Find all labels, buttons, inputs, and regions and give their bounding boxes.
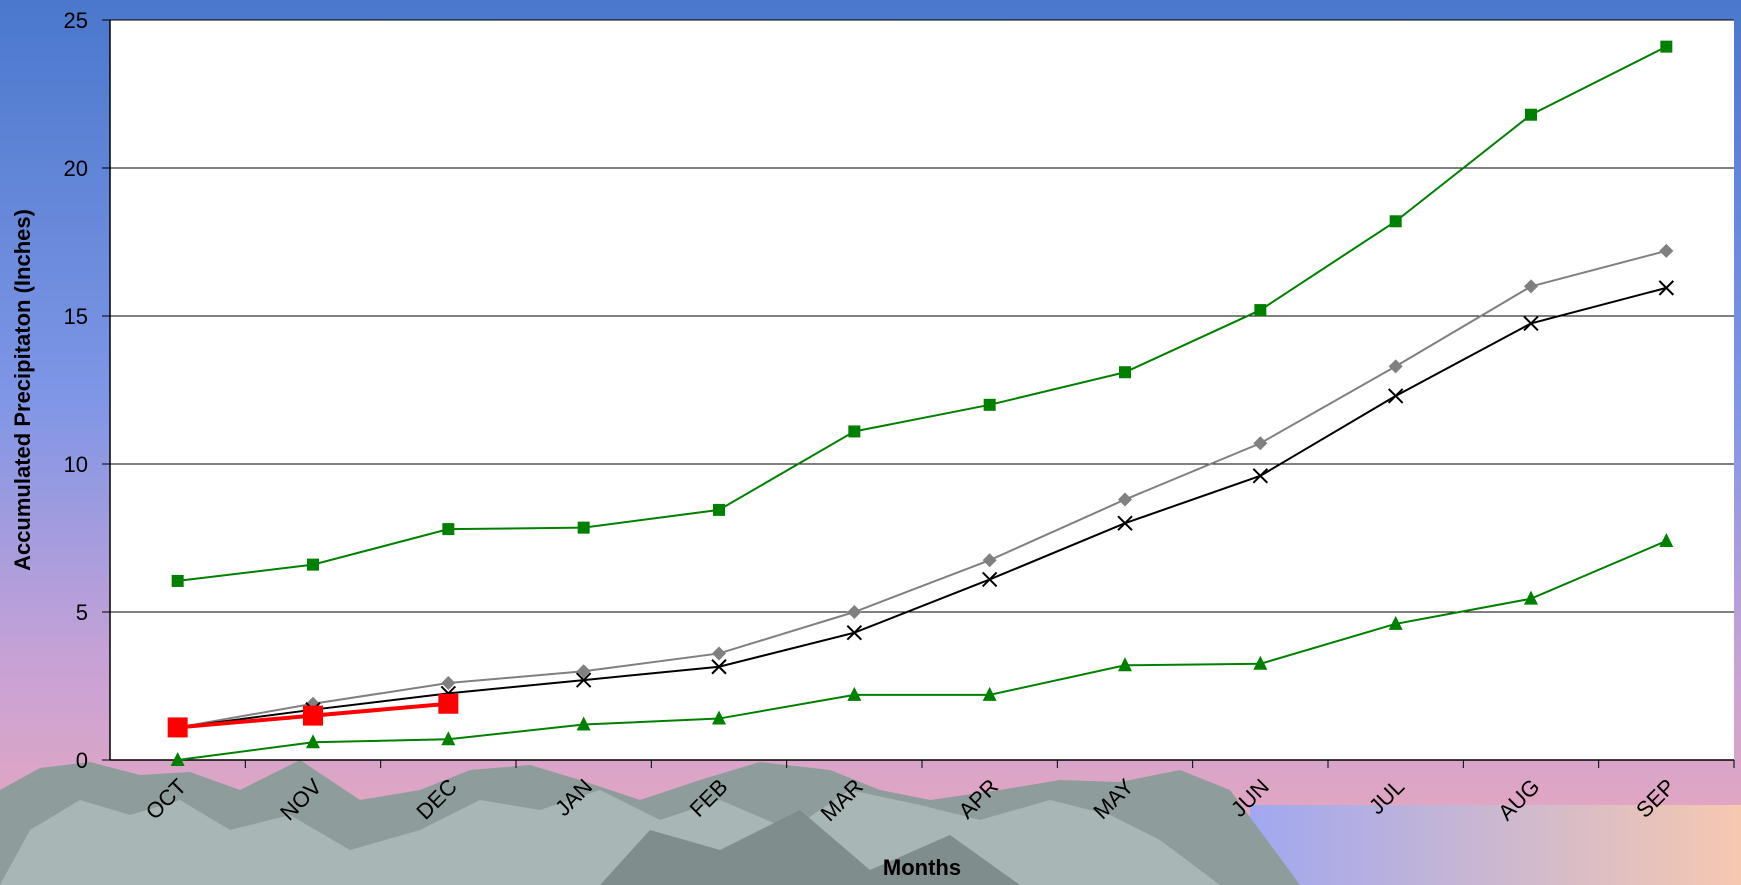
marker [577, 521, 590, 534]
marker [712, 710, 726, 725]
marker [307, 558, 319, 571]
marker [847, 686, 862, 701]
marker [576, 716, 591, 731]
marker [982, 553, 997, 568]
marker [846, 625, 863, 641]
marker [303, 705, 323, 726]
y-tick-label: 5 [76, 600, 88, 625]
marker [982, 686, 997, 701]
marker [576, 664, 591, 679]
x-axis-title: Months [883, 855, 961, 880]
marker [1254, 304, 1267, 317]
marker [712, 646, 726, 661]
series-line [177, 45, 1667, 582]
marker [713, 503, 725, 516]
marker [1523, 315, 1539, 332]
marker [1253, 655, 1268, 670]
y-tick-label: 0 [76, 748, 88, 773]
plot-area [110, 20, 1734, 760]
marker [1658, 280, 1675, 296]
marker [848, 425, 861, 438]
series-group [167, 40, 1675, 766]
marker [171, 574, 184, 587]
marker [1119, 366, 1131, 379]
marker [1524, 279, 1538, 294]
marker [1388, 359, 1403, 374]
marker [1118, 657, 1132, 672]
marker [847, 605, 862, 619]
y-tick-label: 20 [64, 156, 88, 181]
y-axis-title: Accumulated Precipitaton (Inches) [10, 209, 35, 571]
marker [442, 523, 455, 536]
marker [1659, 532, 1674, 547]
y-tick-label: 10 [64, 452, 88, 477]
marker [983, 398, 996, 411]
marker [438, 693, 459, 714]
mountains [0, 760, 1300, 885]
marker [1117, 515, 1133, 531]
marker [981, 571, 998, 588]
y-tick-label: 15 [64, 304, 88, 329]
marker [170, 752, 185, 766]
marker [1524, 590, 1538, 605]
marker [1252, 468, 1269, 484]
y-tick-label: 25 [64, 8, 88, 33]
marker [1388, 615, 1403, 630]
series-line [177, 249, 1667, 729]
marker [1387, 388, 1404, 404]
marker [1253, 436, 1268, 451]
series-line [177, 286, 1667, 729]
marker [441, 676, 456, 691]
marker [711, 659, 727, 675]
marker [1118, 492, 1132, 507]
marker [441, 731, 456, 746]
marker [1660, 40, 1673, 53]
marker [167, 717, 188, 738]
marker [575, 672, 592, 688]
marker [306, 734, 320, 749]
marker [1659, 243, 1674, 258]
sea [1250, 805, 1741, 885]
marker [1525, 108, 1537, 121]
marker [1389, 215, 1402, 228]
series-line [177, 540, 1667, 761]
